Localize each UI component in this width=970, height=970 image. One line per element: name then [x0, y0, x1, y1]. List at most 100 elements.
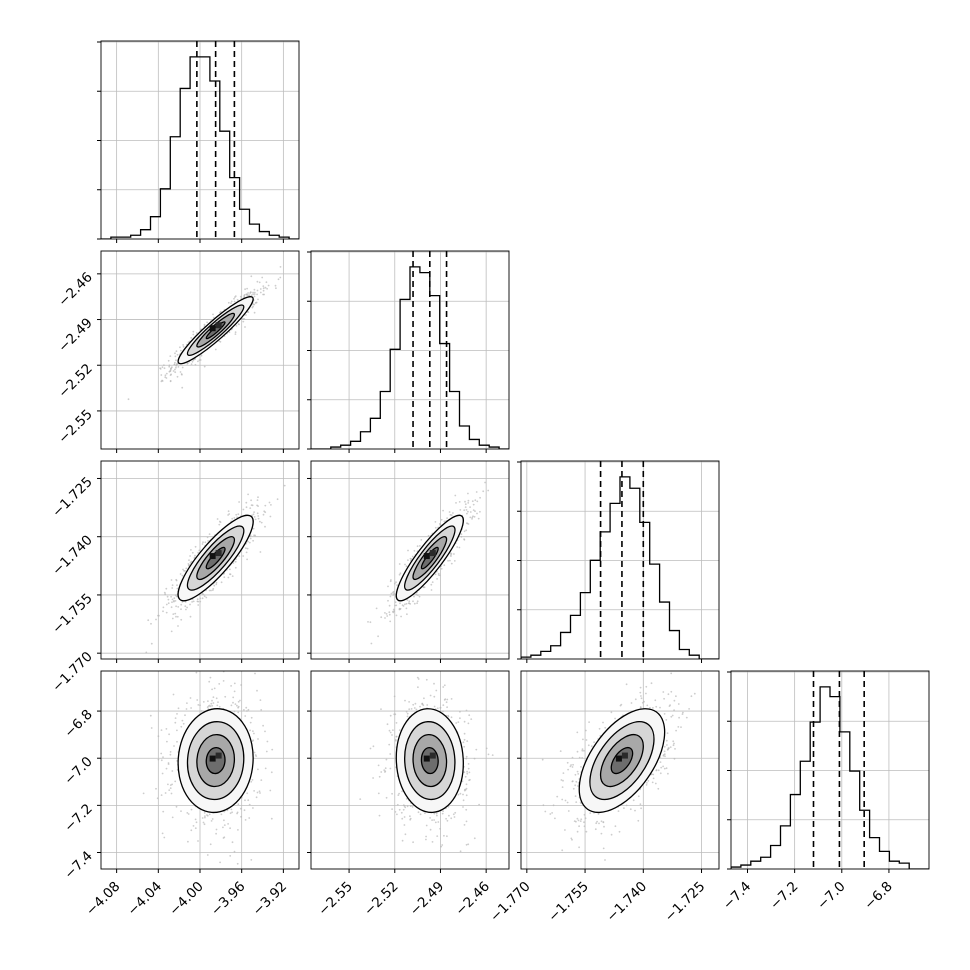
scatter-point — [487, 753, 490, 756]
scatter-point — [208, 680, 211, 683]
scatter-point — [170, 579, 173, 581]
x-tick-label: −3.96 — [208, 879, 249, 920]
scatter-point — [220, 581, 223, 584]
scatter-point — [446, 706, 448, 709]
scatter-point — [222, 680, 225, 682]
scatter-point — [408, 602, 410, 605]
scatter-point — [405, 565, 408, 568]
scatter-point — [252, 305, 255, 308]
scatter-point — [469, 516, 472, 519]
scatter-point — [413, 549, 416, 552]
scatter-point — [182, 568, 184, 571]
scatter-point — [192, 330, 195, 333]
scatter-point — [189, 697, 192, 699]
scatter-point — [394, 739, 397, 742]
scatter-point — [398, 808, 401, 811]
scatter-point — [395, 735, 398, 738]
scatter-point — [194, 545, 197, 548]
scatter-point — [250, 499, 253, 502]
scatter-point — [218, 683, 221, 685]
scatter-point — [215, 697, 218, 700]
scatter-point — [247, 493, 250, 496]
scatter-point — [240, 815, 242, 818]
scatter-point — [409, 815, 411, 818]
scatter-point — [269, 515, 272, 518]
scatter-point — [245, 506, 248, 509]
scatter-point — [246, 558, 249, 561]
scatter-point — [243, 709, 245, 711]
scatter-point — [440, 845, 443, 848]
scatter-point — [175, 579, 178, 582]
scatter-point — [192, 600, 195, 603]
scatter-point — [603, 825, 605, 828]
scatter-point — [249, 292, 252, 294]
scatter-point — [389, 620, 392, 623]
scatter-point — [398, 729, 401, 731]
scatter-point — [255, 755, 258, 757]
scatter-point — [189, 615, 192, 618]
scatter-point — [395, 604, 398, 607]
scatter-point — [388, 604, 391, 607]
scatter-point — [171, 598, 174, 601]
scatter-point — [391, 808, 393, 810]
scatter-point — [169, 374, 172, 376]
scatter-point — [164, 593, 167, 596]
scatter-point — [450, 562, 453, 565]
scatter-point — [389, 580, 392, 583]
scatter-point — [244, 819, 247, 821]
scatter-point — [402, 808, 405, 811]
scatter-point — [467, 843, 470, 846]
scatter-point — [229, 855, 232, 857]
scatter-point — [204, 541, 207, 544]
scatter-point — [160, 794, 163, 796]
scatter-point — [162, 610, 164, 613]
scatter-point — [243, 294, 246, 296]
scatter-point — [485, 747, 488, 750]
scatter-point — [436, 578, 438, 580]
scatter-point — [215, 828, 218, 831]
scatter-point — [180, 618, 183, 621]
scatter-point — [386, 615, 389, 617]
scatter-point — [227, 510, 230, 513]
scatter-point — [384, 612, 386, 614]
scatter-point — [228, 513, 231, 515]
scatter-point — [464, 503, 467, 506]
scatter-point — [253, 293, 256, 295]
scatter-point — [264, 286, 267, 289]
scatter-point — [437, 821, 440, 823]
scatter-point — [176, 615, 179, 618]
scatter-point — [385, 796, 388, 799]
scatter-point — [252, 730, 254, 732]
scatter-point — [246, 792, 249, 795]
scatter-point — [478, 803, 480, 806]
scatter-point — [459, 792, 462, 795]
scatter-point — [198, 359, 201, 361]
scatter-point — [433, 682, 435, 685]
scatter-point — [208, 589, 211, 592]
scatter-point — [167, 359, 170, 362]
scatter-point — [681, 713, 684, 715]
scatter-point — [247, 540, 249, 543]
scatter-point — [426, 704, 429, 706]
panel-frame — [310, 670, 510, 870]
scatter-point — [190, 363, 193, 365]
scatter-point — [393, 695, 396, 698]
scatter-point — [236, 704, 238, 707]
scatter-point — [443, 699, 446, 701]
scatter-point — [160, 729, 163, 731]
scatter-point — [192, 825, 195, 827]
scatter-point — [203, 365, 206, 368]
scatter-point — [252, 739, 255, 742]
scatter-point — [276, 498, 279, 501]
scatter-point — [171, 770, 174, 772]
histogram-step — [101, 56, 299, 239]
scatter-point — [233, 517, 236, 519]
y-tick-label: −1.740 — [49, 532, 96, 579]
scatter-point — [172, 370, 175, 372]
scatter-point — [453, 560, 456, 562]
scatter-point — [232, 562, 235, 564]
scatter-point — [174, 780, 177, 783]
scatter-point — [471, 500, 474, 503]
scatter-point — [185, 567, 188, 570]
scatter-point — [427, 534, 430, 537]
